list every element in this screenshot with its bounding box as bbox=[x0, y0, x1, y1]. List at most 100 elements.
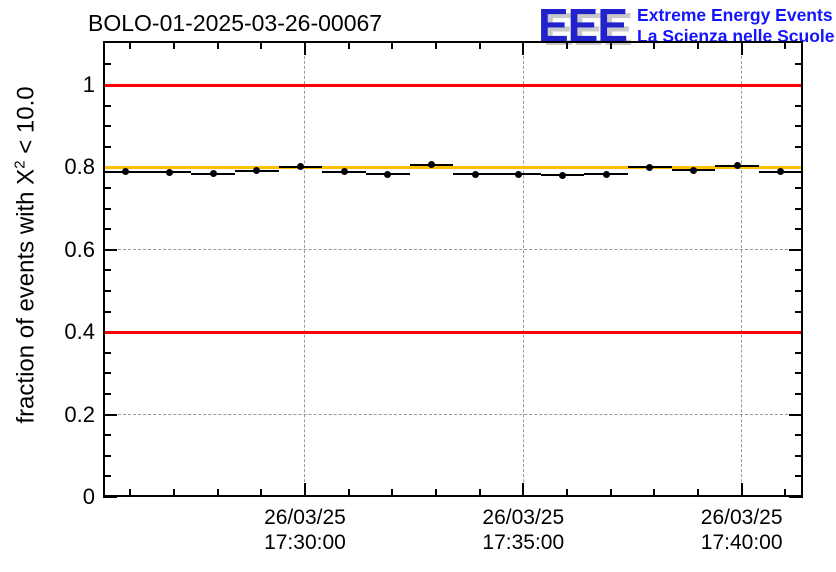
y-axis-tick-right bbox=[795, 475, 803, 478]
y-axis-tick bbox=[103, 145, 111, 148]
x-axis-tick-top bbox=[522, 41, 525, 55]
y-axis-tick-right bbox=[795, 434, 803, 437]
lower-limit-line bbox=[103, 330, 803, 334]
data-point bbox=[471, 170, 479, 178]
y-tick-label: 0.2 bbox=[64, 401, 95, 427]
x-axis-tick-top bbox=[216, 41, 219, 49]
x-axis-tick bbox=[434, 489, 437, 497]
x-grid-line bbox=[304, 41, 306, 497]
x-axis-tick-top bbox=[784, 41, 787, 49]
y-axis-tick-right bbox=[795, 228, 803, 231]
x-axis-tick-top bbox=[303, 41, 306, 55]
y-tick-label: 0.4 bbox=[64, 319, 95, 345]
x-axis-tick bbox=[129, 489, 132, 497]
data-point bbox=[122, 168, 130, 176]
x-axis-tick bbox=[740, 483, 743, 497]
data-point bbox=[340, 168, 348, 176]
x-axis-tick bbox=[303, 483, 306, 497]
data-point bbox=[646, 163, 654, 171]
data-point bbox=[777, 168, 785, 176]
plot-title: BOLO-01-2025-03-26-00067 bbox=[88, 10, 383, 36]
x-axis-tick bbox=[260, 489, 263, 497]
y-axis-tick bbox=[103, 372, 111, 375]
x-axis-tick-top bbox=[434, 41, 437, 49]
y-axis-tick bbox=[103, 248, 117, 251]
y-axis-tick bbox=[103, 125, 111, 128]
data-point bbox=[559, 171, 567, 179]
x-tick-label-line: 26/03/25 bbox=[700, 506, 783, 529]
x-axis-tick bbox=[522, 483, 525, 497]
y-axis-tick-right bbox=[795, 104, 803, 107]
x-tick-label-line: 26/03/25 bbox=[264, 506, 346, 529]
x-axis-tick-top bbox=[653, 41, 656, 49]
y-tick-label: 0.8 bbox=[64, 154, 95, 180]
y-tick-label: 0.6 bbox=[64, 236, 95, 262]
x-axis-tick bbox=[172, 489, 175, 497]
x-axis-tick bbox=[696, 489, 699, 497]
x-tick-label-line: 17:40:00 bbox=[700, 531, 783, 554]
x-axis-tick-top bbox=[172, 41, 175, 49]
x-axis-tick-top bbox=[391, 41, 394, 49]
y-axis-tick bbox=[103, 454, 111, 457]
y-tick-label: 0 bbox=[82, 484, 95, 509]
x-axis-tick bbox=[784, 489, 787, 497]
data-point bbox=[166, 168, 174, 176]
y-tick-label: 1 bbox=[82, 72, 95, 98]
y-axis-tick bbox=[103, 475, 111, 478]
y-axis-tick-right bbox=[795, 310, 803, 313]
y-axis-tick bbox=[103, 207, 111, 210]
x-axis-tick-top bbox=[565, 41, 568, 49]
y-axis-tick-right bbox=[795, 207, 803, 210]
x-axis-tick-top bbox=[347, 41, 350, 49]
y-axis-tick-right bbox=[789, 248, 803, 251]
y-axis-tick bbox=[103, 104, 111, 107]
data-point bbox=[733, 162, 741, 170]
x-grid-line bbox=[522, 41, 524, 497]
y-grid-line bbox=[103, 414, 803, 416]
x-axis-tick-top bbox=[740, 41, 743, 55]
x-grid-line bbox=[741, 41, 743, 497]
x-tick-label-line: 17:30:00 bbox=[264, 531, 346, 554]
y-axis-tick-right bbox=[795, 393, 803, 396]
x-axis-tick bbox=[216, 489, 219, 497]
y-axis-tick bbox=[103, 290, 111, 293]
y-axis-tick-right bbox=[789, 413, 803, 416]
y-axis-tick bbox=[103, 393, 111, 396]
x-tick-label: 26/03/25 17:40:00 bbox=[667, 505, 817, 555]
upper-limit-line bbox=[103, 83, 803, 87]
y-axis-title: fraction of events with X2 < 10.0 bbox=[12, 86, 41, 423]
eee-logo-acronym: EEE bbox=[538, 0, 628, 51]
x-axis-tick-top bbox=[478, 41, 481, 49]
x-axis-tick bbox=[391, 489, 394, 497]
y-axis-title-superscript: 2 bbox=[11, 160, 29, 169]
y-axis-tick-right bbox=[795, 125, 803, 128]
y-axis-tick-right bbox=[795, 63, 803, 66]
x-axis-tick bbox=[653, 489, 656, 497]
y-axis-tick-right bbox=[795, 187, 803, 190]
x-axis-tick-top bbox=[260, 41, 263, 49]
x-tick-label: 26/03/25 17:30:00 bbox=[230, 505, 380, 555]
y-axis-tick-right bbox=[795, 351, 803, 354]
data-point bbox=[384, 170, 392, 178]
data-point bbox=[253, 167, 261, 175]
data-point bbox=[297, 163, 305, 171]
x-tick-label-line: 26/03/25 bbox=[482, 506, 565, 529]
x-axis-tick bbox=[609, 489, 612, 497]
y-axis-tick bbox=[103, 269, 111, 272]
x-axis-tick-top bbox=[696, 41, 699, 49]
data-point bbox=[515, 170, 523, 178]
data-point bbox=[428, 161, 436, 169]
y-axis-tick-right bbox=[795, 454, 803, 457]
y-axis-tick-right bbox=[789, 496, 803, 498]
x-tick-label-line: 17:35:00 bbox=[482, 531, 565, 554]
x-axis-tick bbox=[347, 489, 350, 497]
y-axis-tick-right bbox=[795, 145, 803, 148]
y-axis-tick bbox=[103, 434, 111, 437]
x-axis-tick bbox=[478, 489, 481, 497]
eee-logo-tagline-1: Extreme Energy Events bbox=[637, 5, 833, 25]
y-axis-tick bbox=[103, 496, 117, 498]
y-axis-tick-right bbox=[795, 290, 803, 293]
y-axis-tick-right bbox=[795, 269, 803, 272]
y-axis-tick bbox=[103, 187, 111, 190]
data-point bbox=[690, 166, 698, 174]
